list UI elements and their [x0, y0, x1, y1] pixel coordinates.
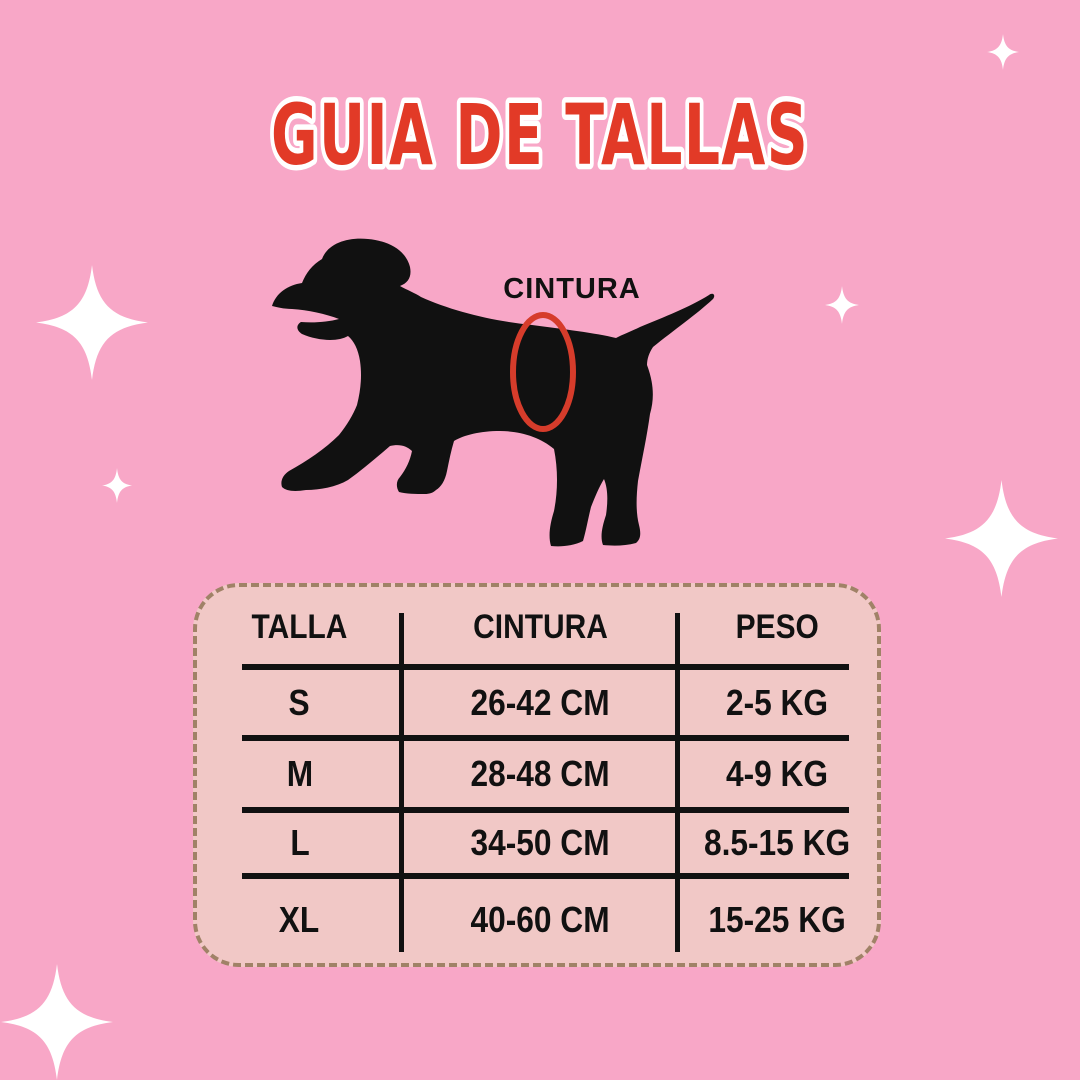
- row-divider: [242, 873, 849, 879]
- sparkle-icon: [102, 468, 132, 503]
- cell-peso: 15-25 KG: [678, 876, 877, 963]
- column-header-talla-label: TALLA: [251, 607, 348, 646]
- sparkle-icon: [945, 480, 1058, 597]
- column-divider: [399, 613, 404, 952]
- waist-range-value: 26-42 CM: [470, 681, 610, 723]
- waist-label: CINTURA: [503, 273, 641, 305]
- size-value: L: [289, 822, 310, 863]
- waist-range-value: 40-60 CM: [470, 898, 610, 940]
- column-header-cintura-label: CINTURA: [472, 607, 608, 646]
- column-header-peso: PESO: [678, 587, 877, 667]
- cell-peso: 4-9 KG: [678, 738, 877, 810]
- waist-measure-ellipse: [510, 312, 576, 432]
- weight-range-value: 15-25 KG: [708, 898, 847, 940]
- cell-talla: S: [197, 667, 402, 738]
- cell-cintura: 28-48 CM: [402, 738, 678, 810]
- column-divider: [675, 613, 680, 952]
- sparkle-icon: [36, 265, 148, 380]
- sparkle-icon: [987, 34, 1019, 70]
- row-divider: [242, 807, 849, 813]
- cell-peso: 8.5-15 KG: [678, 810, 877, 876]
- cell-cintura: 26-42 CM: [402, 667, 678, 738]
- cell-talla: M: [197, 738, 402, 810]
- dog-silhouette-icon: [272, 238, 715, 547]
- cell-talla: L: [197, 810, 402, 876]
- cell-cintura: 34-50 CM: [402, 810, 678, 876]
- cell-talla: XL: [197, 876, 402, 963]
- waist-range-value: 34-50 CM: [470, 822, 610, 863]
- sparkle-icon: [825, 286, 859, 324]
- cell-cintura: 40-60 CM: [402, 876, 678, 963]
- size-chart-grid: TALLA CINTURA PESO S 26-42 CM 2-5 KG M 2…: [197, 587, 877, 963]
- row-divider: [242, 664, 849, 670]
- size-value: XL: [279, 898, 320, 940]
- size-value: S: [288, 681, 311, 723]
- weight-range-value: 2-5 KG: [726, 681, 829, 723]
- weight-range-value: 8.5-15 KG: [704, 822, 851, 863]
- page-title: GUIA DE TALLAS: [271, 86, 809, 184]
- column-header-cintura: CINTURA: [402, 587, 678, 667]
- sparkle-icon: [1, 964, 113, 1080]
- cell-peso: 2-5 KG: [678, 667, 877, 738]
- weight-range-value: 4-9 KG: [726, 753, 829, 794]
- waist-range-value: 28-48 CM: [470, 753, 610, 794]
- size-value: M: [286, 753, 313, 794]
- size-chart: TALLA CINTURA PESO S 26-42 CM 2-5 KG M 2…: [193, 583, 881, 967]
- column-header-talla: TALLA: [197, 587, 402, 667]
- dog-figure: CINTURA: [272, 238, 715, 547]
- row-divider: [242, 735, 849, 741]
- title-banner: GUIA DE TALLAS: [266, 81, 813, 190]
- column-header-peso-label: PESO: [735, 607, 820, 646]
